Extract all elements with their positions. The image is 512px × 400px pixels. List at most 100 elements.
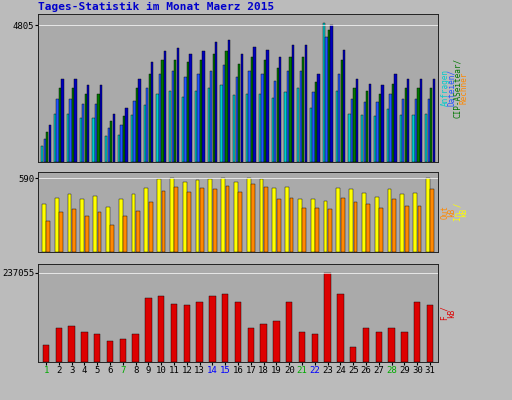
Bar [361, 115, 364, 162]
Bar [72, 210, 76, 252]
Bar [195, 91, 197, 162]
Bar [310, 108, 312, 162]
Bar [276, 68, 279, 162]
Bar [328, 210, 332, 252]
Bar [387, 109, 389, 162]
Bar [93, 196, 97, 252]
Bar [376, 102, 379, 162]
Bar [145, 298, 152, 362]
Bar [343, 50, 346, 162]
Bar [149, 202, 153, 252]
Bar [43, 345, 49, 362]
Bar [120, 125, 123, 162]
Bar [162, 191, 165, 252]
Text: Rechner: Rechner [459, 72, 468, 104]
Bar [399, 115, 402, 162]
Bar [362, 193, 366, 252]
Bar [337, 294, 344, 362]
Bar [353, 88, 356, 162]
Bar [97, 94, 100, 162]
Bar [420, 80, 422, 162]
Bar [325, 37, 328, 162]
Bar [226, 186, 229, 252]
Bar [210, 71, 212, 162]
Bar [312, 334, 318, 362]
Bar [148, 74, 151, 162]
Bar [82, 104, 84, 162]
Bar [54, 114, 56, 162]
Bar [182, 96, 184, 162]
Bar [98, 212, 101, 252]
Bar [271, 98, 274, 162]
Bar [381, 85, 384, 162]
Bar [164, 51, 166, 162]
Bar [183, 182, 186, 252]
Bar [297, 88, 300, 162]
Bar [289, 57, 292, 162]
Bar [340, 60, 343, 162]
Bar [187, 192, 191, 252]
Bar [84, 94, 87, 162]
Bar [323, 22, 325, 162]
Bar [248, 328, 254, 362]
Bar [143, 105, 146, 162]
Bar [379, 208, 383, 252]
Bar [261, 74, 264, 162]
Bar [394, 74, 397, 162]
Bar [336, 188, 340, 252]
Bar [159, 74, 161, 162]
Bar [220, 85, 223, 162]
Bar [279, 57, 282, 162]
Bar [328, 30, 330, 162]
Bar [197, 302, 203, 362]
Bar [106, 207, 110, 252]
Bar [261, 324, 267, 362]
Text: kB: kB [447, 308, 456, 318]
Bar [356, 80, 358, 162]
Bar [46, 132, 49, 162]
Bar [138, 80, 141, 162]
Bar [312, 92, 315, 162]
Bar [92, 118, 95, 162]
Bar [277, 200, 281, 252]
Bar [389, 94, 392, 162]
Bar [335, 91, 338, 162]
Bar [298, 200, 302, 252]
Bar [213, 190, 217, 252]
Bar [228, 40, 230, 162]
Bar [41, 146, 44, 162]
Bar [177, 48, 179, 162]
Bar [247, 178, 250, 252]
Bar [273, 320, 280, 362]
Text: kB: kB [447, 207, 456, 217]
Bar [238, 64, 241, 162]
Bar [125, 108, 128, 162]
Bar [113, 114, 115, 162]
Bar [259, 94, 261, 162]
Bar [246, 94, 248, 162]
Bar [72, 88, 74, 162]
Bar [208, 180, 212, 252]
Bar [79, 118, 82, 162]
Bar [189, 54, 192, 162]
Bar [123, 116, 125, 162]
Bar [363, 328, 369, 362]
Bar [264, 187, 268, 252]
Bar [174, 60, 177, 162]
Bar [287, 71, 289, 162]
Bar [311, 200, 314, 252]
Bar [400, 194, 404, 252]
Bar [239, 192, 242, 252]
Bar [315, 208, 319, 252]
Bar [285, 187, 289, 252]
Bar [215, 42, 218, 162]
Bar [413, 193, 417, 252]
Bar [151, 62, 154, 162]
Bar [55, 198, 58, 252]
Bar [260, 180, 263, 252]
Bar [133, 334, 139, 362]
Bar [119, 200, 122, 252]
Bar [286, 302, 292, 362]
Bar [133, 101, 136, 162]
Bar [341, 198, 345, 252]
